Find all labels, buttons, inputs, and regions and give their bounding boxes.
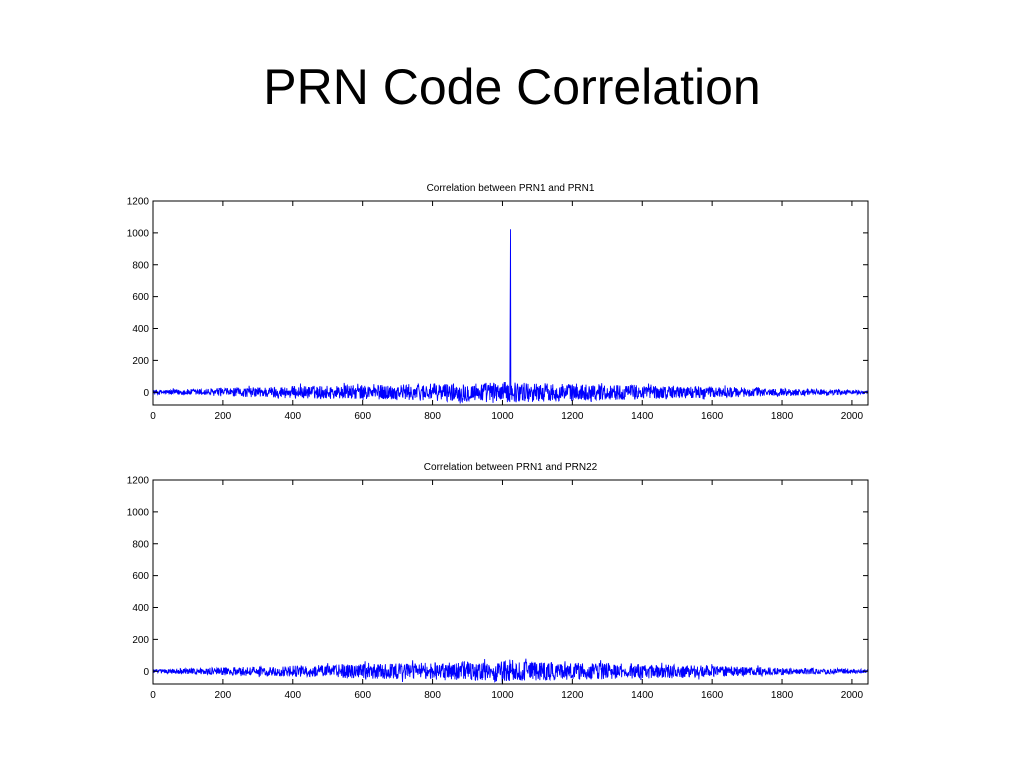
y-tick-label: 800	[132, 539, 149, 550]
x-tick-label: 0	[150, 690, 156, 701]
plot-title: Correlation between PRN1 and PRN1	[427, 183, 595, 194]
x-tick-label: 200	[215, 411, 232, 422]
correlation-plot-prn1-prn22: Correlation between PRN1 and PRN22 0 200 40…	[127, 462, 869, 701]
x-tick-label: 1200	[561, 411, 584, 422]
series-line	[152, 229, 869, 404]
x-tick-label: 1600	[701, 411, 724, 422]
y-tick-label: 1000	[127, 507, 150, 518]
y-tick-label: 0	[143, 388, 149, 399]
x-tick-label: 800	[424, 411, 441, 422]
series-line	[152, 658, 869, 685]
correlation-plot-prn1-prn1: Correlation between PRN1 and PRN1 0 200 400…	[127, 183, 869, 422]
y-tick-label: 0	[143, 667, 149, 678]
y-tick-label: 600	[132, 292, 149, 303]
x-tick-label: 400	[284, 690, 301, 701]
x-tick-label: 400	[284, 411, 301, 422]
x-tick-label: 1000	[491, 690, 514, 701]
x-tick-label: 2000	[841, 411, 864, 422]
x-tick-label: 1800	[771, 411, 794, 422]
x-tick-label: 1600	[701, 690, 724, 701]
y-tick-label: 600	[132, 571, 149, 582]
y-tick-label: 1000	[127, 228, 150, 239]
x-tick-label: 600	[354, 690, 371, 701]
y-tick-label: 1200	[127, 476, 150, 487]
x-tick-label: 1400	[631, 690, 654, 701]
x-tick-label: 1200	[561, 690, 584, 701]
y-tick-label: 1200	[127, 197, 150, 208]
x-tick-label: 2000	[841, 690, 864, 701]
x-tick-label: 1400	[631, 411, 654, 422]
y-tick-label: 200	[132, 356, 149, 367]
x-tick-label: 600	[354, 411, 371, 422]
axes-frame	[152, 479, 869, 685]
y-tick-label: 400	[132, 603, 149, 614]
x-tick-label: 200	[215, 690, 232, 701]
axes-frame	[152, 200, 869, 406]
x-tick-label: 1800	[771, 690, 794, 701]
plot-title: Correlation between PRN1 and PRN22	[424, 462, 598, 473]
y-tick-label: 400	[132, 324, 149, 335]
y-tick-label: 800	[132, 260, 149, 271]
x-tick-label: 1000	[491, 411, 514, 422]
x-tick-label: 800	[424, 690, 441, 701]
slide-title: PRN Code Correlation	[263, 59, 761, 115]
x-tick-label: 0	[150, 411, 156, 422]
y-tick-label: 200	[132, 635, 149, 646]
